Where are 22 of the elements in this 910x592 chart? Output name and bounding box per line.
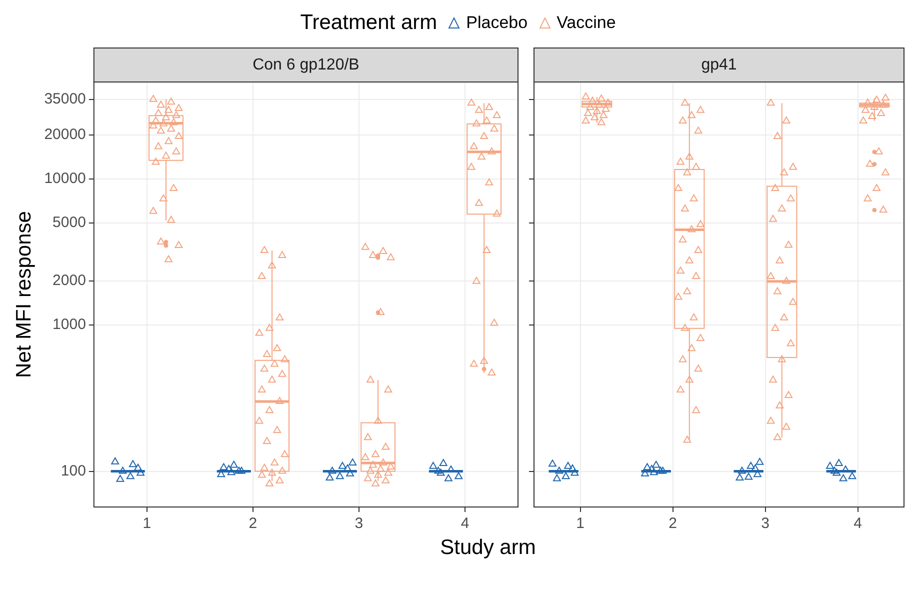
- x-tick-label: 4: [460, 515, 470, 532]
- legend-title: Treatment arm: [300, 11, 438, 35]
- x-tick-label: 3: [761, 515, 770, 532]
- x-tick-label: 3: [354, 515, 364, 532]
- y-tick-label: 100: [60, 462, 86, 480]
- x-tick-label: 2: [248, 515, 258, 532]
- chart-title: Con 6 gp120/B: [252, 56, 360, 74]
- y-tick-label: 5000: [52, 214, 86, 232]
- x-tick-label: 1: [576, 515, 584, 532]
- y-tick-label: 35000: [44, 90, 86, 108]
- x-tick-label: 2: [668, 515, 677, 532]
- x-tick-label: 4: [854, 515, 862, 532]
- x-axis-title: Study arm: [439, 536, 537, 560]
- legend-label: Vaccine: [556, 13, 616, 33]
- y-tick-label: 10000: [44, 170, 86, 188]
- y-tick-label: 20000: [44, 126, 86, 144]
- y-tick-label: 2000: [52, 272, 86, 290]
- y-tick-label: 1000: [52, 316, 86, 334]
- x-tick-label: 1: [142, 515, 152, 532]
- chart-title: gp41: [701, 56, 737, 74]
- y-axis-title: Net MFI response: [12, 211, 36, 378]
- legend-label: Placebo: [466, 13, 528, 33]
